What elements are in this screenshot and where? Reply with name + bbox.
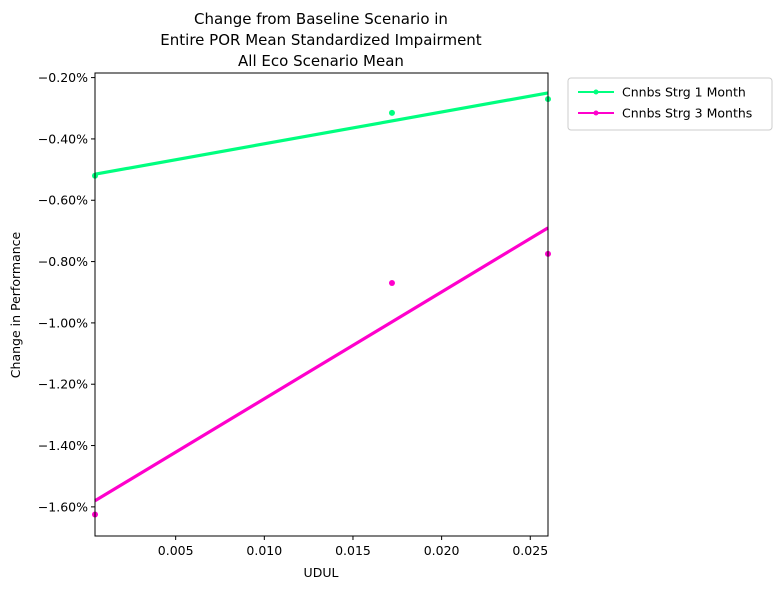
x-tick-label: 0.025	[512, 543, 548, 558]
y-tick-label: −1.20%	[38, 377, 88, 392]
x-tick-label: 0.020	[424, 543, 460, 558]
x-axis: 0.005 0.010 0.015 0.020 0.025	[158, 536, 548, 558]
title-line-1: Change from Baseline Scenario in	[194, 10, 448, 28]
x-tick-label: 0.010	[246, 543, 282, 558]
legend-marker	[593, 89, 599, 95]
y-axis-label: Change in Performance	[8, 231, 23, 378]
x-tick-label: 0.015	[335, 543, 371, 558]
legend-item-2: Cnnbs Strg 3 Months	[578, 106, 752, 121]
x-axis-label: UDUL	[304, 565, 339, 580]
legend-label: Cnnbs Strg 3 Months	[622, 106, 752, 121]
series-1	[92, 91, 551, 179]
plot-area	[92, 91, 551, 518]
title-line-3: All Eco Scenario Mean	[238, 52, 404, 70]
plot-frame	[94, 72, 549, 537]
data-point	[388, 109, 395, 116]
legend-label: Cnnbs Strg 1 Month	[622, 85, 746, 100]
legend-marker	[593, 110, 599, 116]
y-axis: −0.20% −0.40% −0.60% −0.80% −1.00% −1.20% −1.4…	[38, 70, 95, 514]
y-tick-label: −0.60%	[38, 193, 88, 208]
series-2	[92, 226, 551, 518]
chart-title: Change from Baseline Scenario in Entire …	[160, 10, 482, 70]
legend-frame	[567, 77, 773, 131]
trend-line	[94, 226, 549, 503]
legend-item-1: Cnnbs Strg 1 Month	[578, 85, 746, 100]
y-tick-label: −0.20%	[38, 70, 88, 85]
title-line-2: Entire POR Mean Standardized Impairment	[160, 31, 482, 49]
y-tick-label: −0.40%	[38, 131, 88, 146]
x-tick-label: 0.005	[158, 543, 194, 558]
y-tick-label: −1.40%	[38, 438, 88, 453]
y-tick-label: −1.60%	[38, 499, 88, 514]
y-tick-label: −0.80%	[38, 254, 88, 269]
y-tick-label: −1.00%	[38, 315, 88, 330]
trend-line	[94, 91, 549, 176]
legend: Cnnbs Strg 1 Month Cnnbs Strg 3 Months	[567, 77, 773, 131]
data-point	[388, 280, 395, 287]
